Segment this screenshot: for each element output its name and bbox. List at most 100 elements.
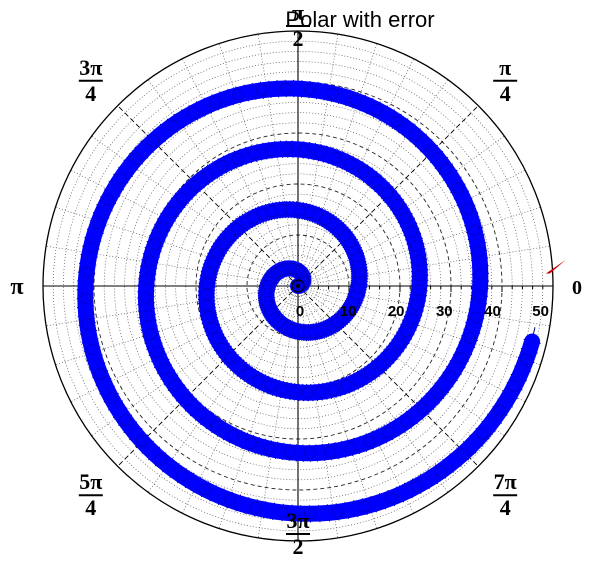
data-point bbox=[140, 291, 152, 304]
data-point bbox=[203, 266, 216, 279]
angle-label-numerator: 5π bbox=[79, 469, 102, 494]
data-point bbox=[370, 103, 383, 116]
angle-label: 3π4 bbox=[78, 55, 103, 106]
data-point bbox=[391, 199, 403, 211]
angle-label-numerator: 3π bbox=[286, 508, 309, 533]
grid-spoke-minor bbox=[306, 291, 505, 437]
data-point bbox=[79, 292, 92, 305]
data-point bbox=[399, 212, 411, 224]
data-point bbox=[297, 144, 310, 156]
angle-label-text: π bbox=[10, 274, 23, 300]
center-marker bbox=[291, 279, 305, 293]
data-point bbox=[232, 360, 245, 373]
data-point bbox=[390, 115, 403, 128]
data-point bbox=[200, 288, 213, 301]
data-point bbox=[80, 266, 93, 279]
data-point bbox=[331, 506, 344, 518]
data-point bbox=[303, 83, 316, 96]
data-point bbox=[301, 386, 314, 399]
data-point bbox=[232, 152, 244, 165]
data-point bbox=[405, 226, 418, 238]
data-point bbox=[141, 310, 154, 322]
data-point bbox=[203, 311, 215, 323]
data-point bbox=[248, 147, 260, 160]
grid-spoke-minor bbox=[300, 43, 378, 277]
data-point bbox=[474, 268, 487, 280]
angle-label-denominator: 4 bbox=[500, 495, 511, 520]
data-point bbox=[473, 289, 486, 302]
data-point bbox=[434, 465, 447, 478]
data-point bbox=[224, 352, 236, 364]
data-point bbox=[357, 166, 370, 178]
data-point bbox=[158, 363, 171, 375]
data-point bbox=[413, 269, 426, 282]
data-point bbox=[508, 380, 521, 393]
data-point bbox=[304, 447, 316, 460]
data-point bbox=[425, 145, 438, 158]
data-point bbox=[468, 224, 481, 236]
data-point bbox=[463, 332, 476, 344]
data-point bbox=[149, 238, 161, 250]
grid-spoke-minor bbox=[181, 294, 294, 514]
data-point bbox=[324, 445, 336, 458]
angle-label: 3π2 bbox=[286, 508, 310, 559]
data-point bbox=[276, 383, 288, 396]
data-point bbox=[469, 311, 482, 324]
data-point bbox=[176, 469, 188, 482]
angle-label: π bbox=[10, 274, 23, 300]
data-point bbox=[326, 87, 339, 100]
data-point bbox=[201, 299, 213, 312]
data-point bbox=[461, 202, 474, 215]
center-dot bbox=[296, 284, 300, 288]
data-point bbox=[288, 386, 301, 398]
angle-label: 0 bbox=[572, 277, 582, 299]
data-point bbox=[363, 435, 376, 448]
data-point bbox=[327, 383, 340, 396]
angle-label-denominator: 2 bbox=[293, 534, 304, 559]
data-point bbox=[340, 379, 352, 392]
data-point bbox=[223, 230, 236, 242]
data-point bbox=[201, 169, 214, 181]
data-point bbox=[393, 337, 405, 350]
grid-spoke-major bbox=[297, 105, 479, 287]
data-point bbox=[176, 192, 188, 204]
data-point bbox=[313, 146, 326, 159]
grid-spoke-minor bbox=[308, 287, 550, 327]
data-point bbox=[410, 480, 423, 493]
angle-label-numerator: π bbox=[292, 0, 304, 25]
data-point bbox=[201, 277, 213, 290]
data-point bbox=[242, 368, 255, 381]
data-point bbox=[304, 507, 316, 520]
data-point bbox=[406, 312, 419, 325]
data-point bbox=[384, 348, 397, 361]
data-point bbox=[385, 492, 398, 504]
radial-tick-label: 20 bbox=[388, 303, 405, 320]
data-point bbox=[264, 144, 277, 157]
data-point bbox=[370, 175, 383, 188]
data-point bbox=[416, 402, 429, 415]
data-point bbox=[94, 368, 106, 380]
grid-spoke-minor bbox=[218, 295, 296, 529]
grid-spoke-minor bbox=[147, 79, 293, 278]
data-point bbox=[256, 84, 268, 97]
angle-label-numerator: 7π bbox=[494, 469, 517, 494]
data-point bbox=[210, 419, 222, 432]
grid-spoke-minor bbox=[306, 169, 526, 282]
data-point bbox=[135, 434, 148, 447]
data-point bbox=[329, 151, 342, 164]
data-point bbox=[230, 223, 243, 235]
data-point bbox=[456, 448, 469, 460]
data-point bbox=[431, 387, 444, 400]
data-point bbox=[276, 506, 289, 519]
data-point bbox=[283, 446, 296, 459]
grid-spoke-minor bbox=[300, 295, 378, 529]
radial-tick-label: 10 bbox=[340, 303, 357, 320]
grid-spoke-minor bbox=[257, 34, 297, 276]
data-point bbox=[472, 246, 485, 258]
grid-spoke-minor bbox=[302, 294, 415, 514]
highlight-marker bbox=[545, 259, 566, 274]
data-point bbox=[166, 119, 179, 132]
grid-spoke-minor bbox=[218, 43, 296, 277]
data-point bbox=[187, 106, 199, 119]
